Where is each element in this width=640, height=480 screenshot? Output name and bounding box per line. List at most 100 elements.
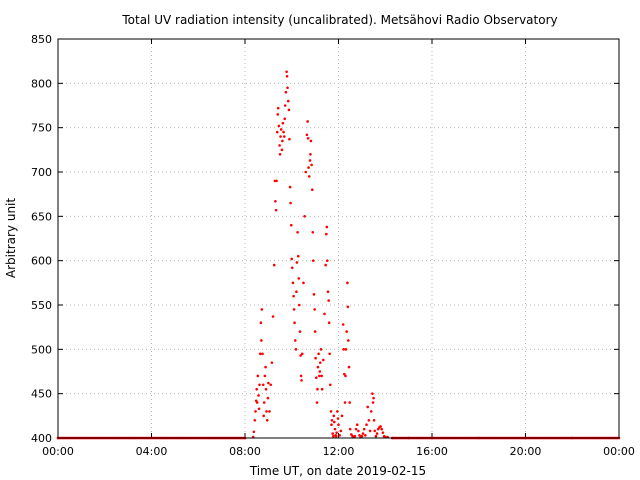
data-point [306, 137, 310, 140]
data-point [369, 410, 373, 413]
data-point [371, 401, 375, 404]
data-point [332, 420, 336, 424]
data-point [316, 387, 319, 391]
data-point [316, 365, 320, 369]
data-point [295, 290, 298, 294]
data-point [290, 266, 294, 270]
data-point [328, 352, 331, 356]
y-tick-label: 400 [31, 432, 52, 445]
data-point [292, 294, 295, 298]
data-point [341, 323, 345, 326]
data-point [278, 144, 281, 147]
data-point [311, 188, 314, 192]
y-tick-label: 800 [31, 77, 52, 90]
data-point [255, 401, 259, 404]
data-point [260, 308, 264, 311]
data-point [381, 431, 385, 434]
data-point [345, 330, 348, 333]
data-point [362, 427, 366, 431]
data-point [336, 417, 340, 420]
data-point [331, 432, 334, 435]
x-tick-label: 08:00 [229, 445, 261, 458]
data-point [364, 434, 367, 437]
data-point [360, 434, 364, 438]
data-point [269, 383, 273, 387]
y-tick-label: 500 [31, 343, 52, 356]
data-point [337, 423, 340, 427]
data-point [323, 312, 326, 316]
data-point [354, 427, 358, 431]
x-tick-label: 12:00 [323, 445, 355, 458]
data-point [271, 315, 275, 318]
data-point [305, 133, 309, 137]
data-point [325, 232, 328, 236]
data-point [264, 387, 268, 391]
data-point [319, 348, 323, 351]
data-point [286, 86, 289, 90]
data-point [322, 358, 325, 362]
data-point [312, 293, 316, 296]
data-point [253, 418, 257, 422]
x-axis-label: Time UT, on date 2019-02-15 [249, 464, 426, 478]
data-point [282, 135, 286, 138]
data-point [327, 321, 331, 325]
data-point [318, 370, 322, 373]
data-point [318, 374, 321, 378]
data-point [296, 230, 299, 234]
data-point [272, 263, 276, 267]
data-point [330, 418, 334, 422]
data-point [289, 201, 292, 205]
data-point [304, 170, 308, 174]
data-point [353, 434, 357, 438]
data-point [303, 215, 306, 218]
data-point [313, 308, 316, 311]
data-point [344, 348, 348, 351]
x-tick-labels: 00:00 04:00 08:00 12:00 16:00 20:00 00:00 [42, 445, 635, 458]
data-point [318, 361, 322, 364]
y-axis-label: Arbitrary unit [4, 198, 18, 278]
data-point [283, 117, 287, 121]
data-point [294, 348, 298, 351]
data-point [326, 290, 330, 294]
data-point [282, 130, 285, 134]
data-point [256, 374, 260, 378]
data-point [325, 225, 329, 229]
data-point [262, 401, 266, 404]
grid-lines [58, 39, 619, 438]
data-point [283, 104, 287, 107]
data-point [366, 405, 370, 409]
data-point [379, 425, 382, 428]
data-point [365, 423, 368, 427]
y-tick-label: 850 [31, 33, 52, 46]
data-point [268, 410, 271, 413]
data-point [348, 427, 352, 431]
data-point [307, 175, 311, 178]
data-point [306, 120, 309, 123]
data-point [298, 330, 302, 333]
data-point [310, 163, 313, 167]
data-point [297, 277, 301, 280]
data-point [309, 152, 312, 156]
data-point [308, 159, 312, 162]
data-point [258, 352, 262, 356]
data-point [342, 348, 345, 351]
data-point [330, 423, 333, 427]
x-tick-label: 00:00 [42, 445, 74, 458]
data-point [313, 330, 317, 333]
data-point [333, 427, 337, 431]
data-point [373, 429, 377, 433]
data-point [280, 148, 284, 152]
data-point [371, 392, 374, 395]
data-point [375, 432, 379, 435]
data-point [293, 339, 297, 342]
data-point [296, 254, 300, 258]
data-point [257, 394, 260, 397]
data-point [277, 124, 281, 128]
data-point [281, 139, 284, 143]
data-point [320, 374, 323, 378]
x-tick-label: 04:00 [136, 445, 168, 458]
data-point [278, 152, 282, 156]
data-point [276, 106, 280, 110]
data-point [291, 281, 295, 285]
